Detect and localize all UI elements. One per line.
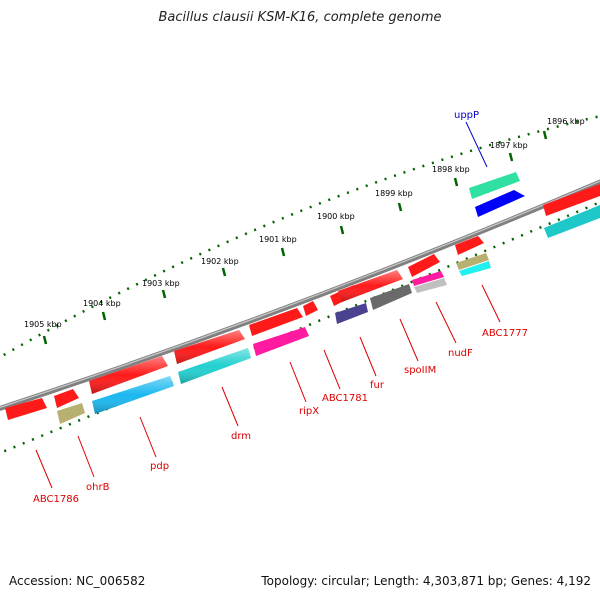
- gene-arrow[interactable]: [249, 308, 303, 336]
- tick-mark-1897: [508, 152, 514, 162]
- genome-backbone: [0, 179, 600, 411]
- tick-mark-1901: [280, 247, 286, 257]
- gene-label-nudF[interactable]: nudF: [448, 348, 473, 359]
- gene-arrow[interactable]: [414, 278, 447, 293]
- leader-ABC1786: [35, 449, 53, 489]
- gene-label-fur[interactable]: fur: [370, 380, 385, 391]
- tick-label-1899: 1899 kbp: [375, 189, 413, 198]
- genome-summary-text: Topology: circular; Length: 4,303,871 bp…: [261, 574, 591, 588]
- tick-label-1901: 1901 kbp: [259, 235, 297, 244]
- outer-ruler: [0, 114, 600, 359]
- label-leaders: [35, 121, 501, 489]
- leader-uppP: [465, 121, 488, 168]
- gene-arrow[interactable]: [456, 253, 489, 270]
- gene-arrow[interactable]: [408, 254, 440, 277]
- gene-arrow-shade: [89, 356, 168, 394]
- gene-arrow[interactable]: [543, 184, 600, 216]
- gene-arrow-shade: [338, 270, 403, 302]
- gene-arrow[interactable]: [57, 403, 85, 424]
- gene-arrow[interactable]: [370, 284, 412, 310]
- tick-mark-1900: [339, 225, 345, 235]
- gene-uppP-green[interactable]: [469, 172, 520, 199]
- tick-label-1896: 1896 kbp: [547, 117, 585, 126]
- leader-ohrB: [77, 435, 95, 478]
- gene-label-ABC1777[interactable]: ABC1777: [482, 328, 528, 339]
- leader-ABC1781: [323, 349, 341, 390]
- gene-arrow[interactable]: [455, 236, 484, 255]
- tick-mark-1904: [101, 311, 107, 321]
- genome-backbone-highlight: [0, 180, 600, 408]
- gene-arrow[interactable]: [54, 389, 79, 408]
- gene-arrow[interactable]: [303, 301, 318, 316]
- accession-text: Accession: NC_006582: [9, 574, 146, 588]
- leader-fur: [359, 336, 377, 377]
- page-title: Bacillus clausii KSM-K16, complete genom…: [158, 10, 442, 25]
- tick-mark-1898: [453, 177, 459, 187]
- gene-label-uppP[interactable]: uppP: [454, 110, 479, 121]
- tick-mark-1905: [42, 335, 48, 345]
- gene-label-ABC1781[interactable]: ABC1781: [322, 393, 368, 404]
- gene-arrow-shade: [178, 348, 251, 384]
- tick-label-1898: 1898 kbp: [432, 165, 470, 174]
- gene-arrow-shade: [174, 330, 245, 364]
- tick-label-1897: 1897 kbp: [490, 141, 528, 150]
- gene-label-drm[interactable]: drm: [231, 431, 251, 442]
- gene-arrow-shade: [92, 376, 174, 414]
- tick-label-1904: 1904 kbp: [83, 299, 121, 308]
- tick-mark-1902: [221, 267, 227, 277]
- gene-label-spoIIM[interactable]: spoIIM: [404, 365, 436, 376]
- gene-arrow[interactable]: [5, 398, 47, 420]
- tick-label-1903: 1903 kbp: [142, 279, 180, 288]
- gene-arrow[interactable]: [335, 303, 368, 324]
- leader-ABC1777: [481, 284, 501, 323]
- gene-arrow[interactable]: [253, 327, 309, 356]
- gene-uppP-blue[interactable]: [475, 190, 525, 217]
- gene-arrow[interactable]: [459, 261, 491, 276]
- reverse-strand-genes: [57, 205, 600, 424]
- gene-label-ripX[interactable]: ripX: [299, 406, 319, 417]
- outer-ruler-major-ticks: [42, 130, 548, 345]
- leader-pdp: [139, 416, 157, 458]
- leader-ripX: [289, 361, 307, 403]
- gene-arrow[interactable]: [412, 271, 444, 286]
- tick-label-1905: 1905 kbp: [24, 320, 62, 329]
- tick-mark-1899: [397, 202, 403, 212]
- forward-strand-genes: [5, 184, 600, 420]
- leader-spoIIM: [399, 318, 419, 362]
- tick-mark-1903: [161, 289, 167, 299]
- tick-label-1902: 1902 kbp: [201, 257, 239, 266]
- gene-label-ohrB[interactable]: ohrB: [86, 482, 110, 493]
- tick-label-1900: 1900 kbp: [317, 212, 355, 221]
- leader-drm: [221, 386, 239, 427]
- gene-label-ABC1786[interactable]: ABC1786: [33, 494, 79, 505]
- gene-arrow[interactable]: [544, 205, 600, 238]
- leader-nudF: [435, 301, 457, 344]
- gene-label-pdp[interactable]: pdp: [150, 461, 169, 472]
- tick-mark-1896: [542, 130, 548, 140]
